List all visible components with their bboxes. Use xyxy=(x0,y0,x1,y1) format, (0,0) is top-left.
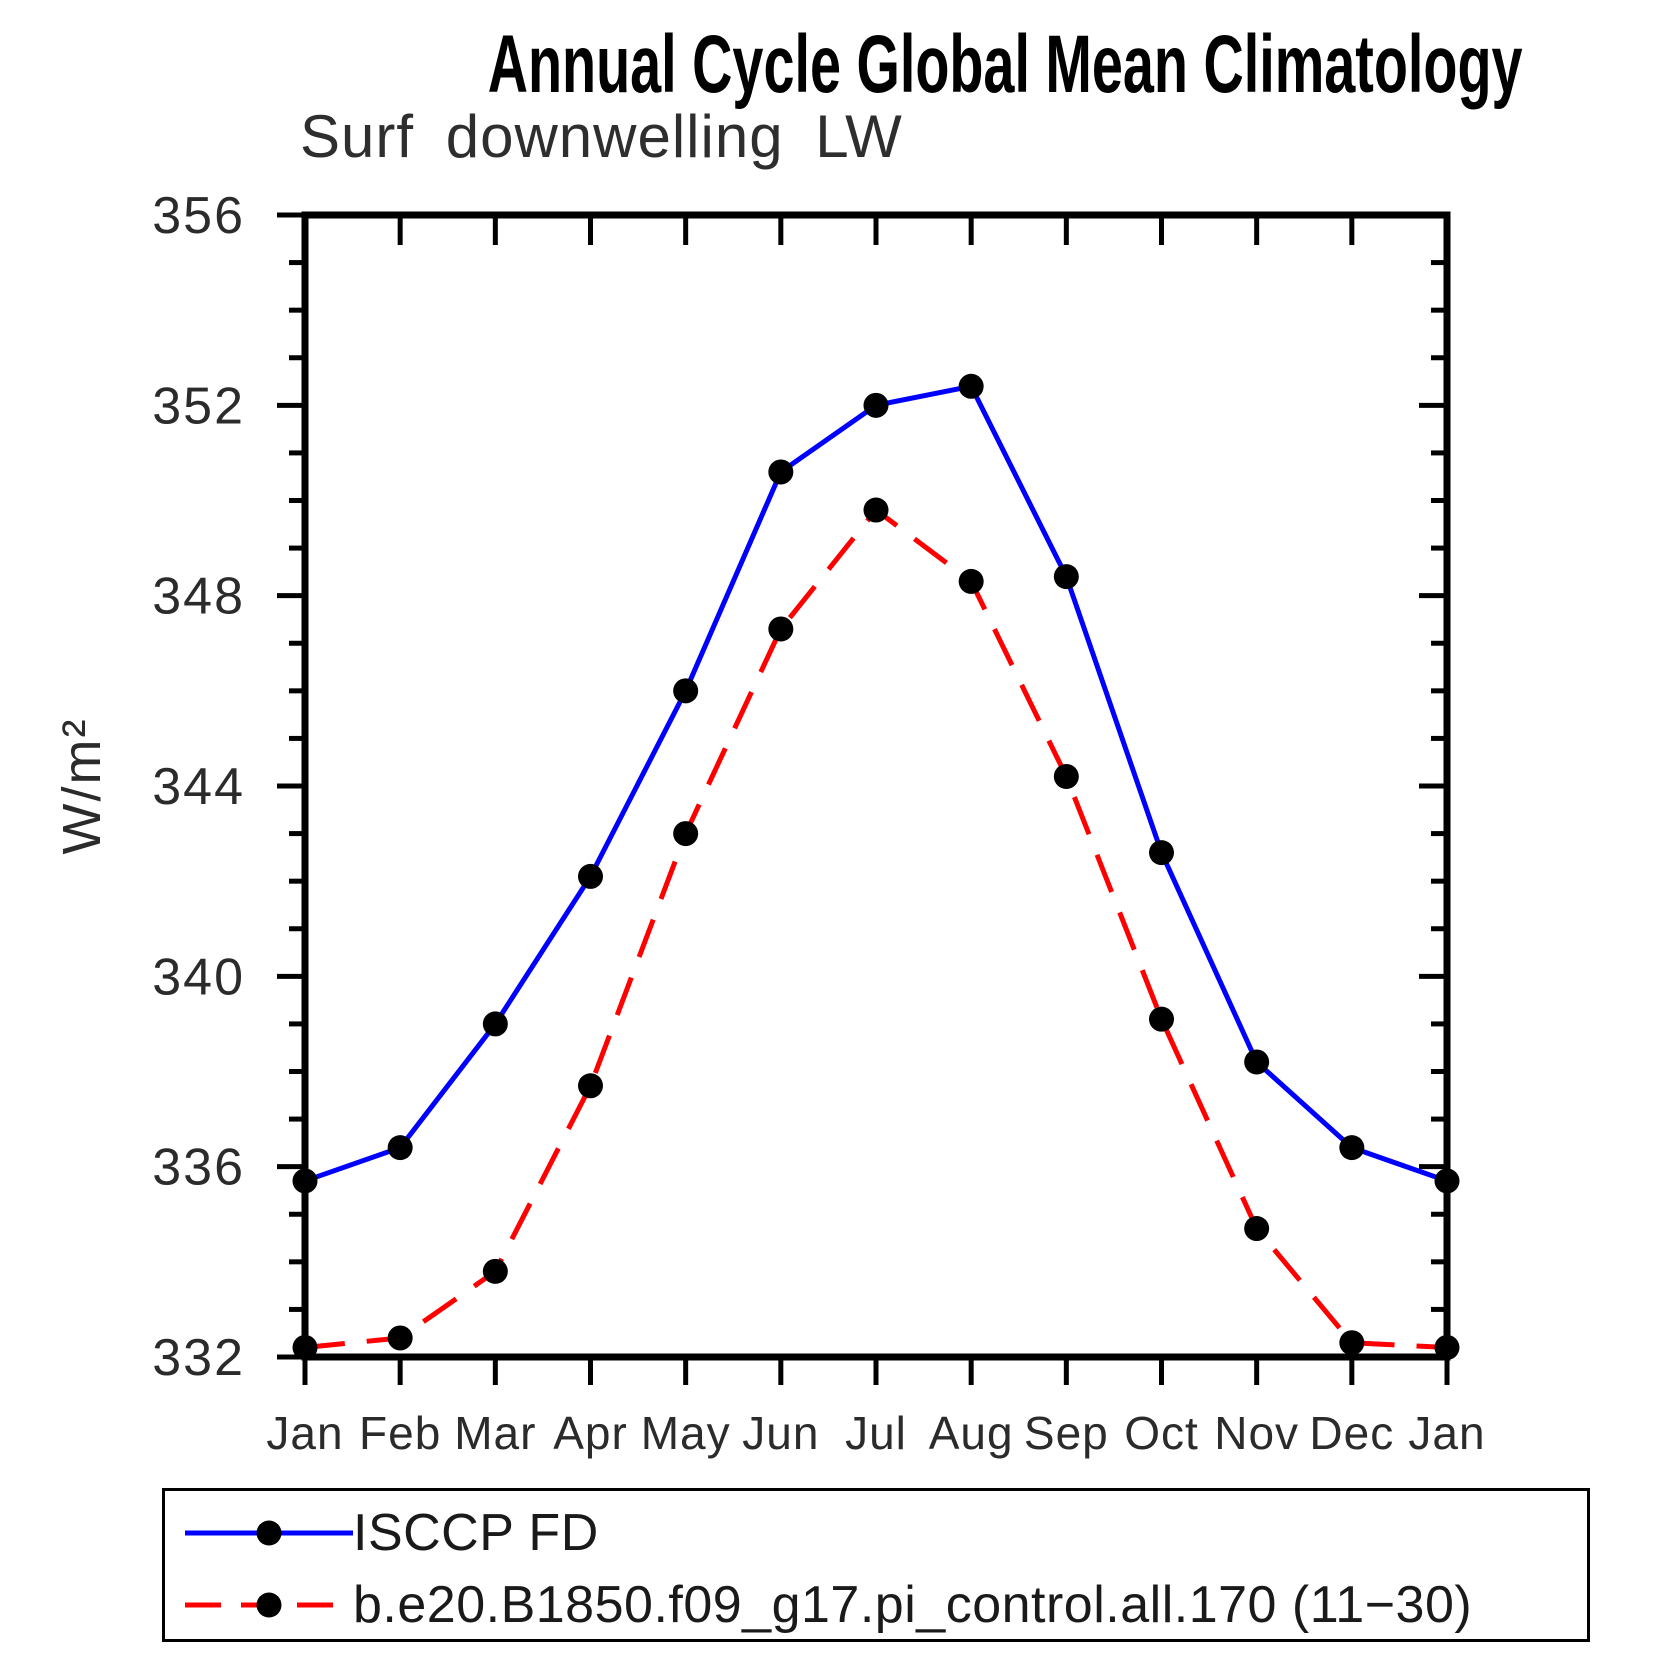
data-point-marker xyxy=(292,1334,318,1360)
x-tick-label: Jan xyxy=(266,1407,343,1459)
legend-swatch-svg xyxy=(185,1592,353,1618)
data-point-marker xyxy=(673,821,699,847)
data-point-marker xyxy=(1149,1006,1174,1032)
y-tick-label: 356 xyxy=(152,187,245,245)
data-point-marker xyxy=(958,373,984,399)
y-tick-label: 344 xyxy=(152,758,245,816)
data-point-marker xyxy=(863,497,889,523)
x-tick-label: Apr xyxy=(553,1407,628,1459)
plot-frame xyxy=(301,211,1451,1361)
data-point-marker xyxy=(1339,1135,1365,1161)
x-tick-label: Feb xyxy=(359,1407,441,1459)
x-tick-label: May xyxy=(641,1407,731,1459)
data-point-marker xyxy=(292,1168,318,1194)
data-series xyxy=(304,383,1448,1350)
data-point-marker xyxy=(1434,1168,1460,1194)
legend-swatch-svg xyxy=(185,1520,353,1546)
data-point-marker xyxy=(1149,840,1174,866)
y-tick-label: 332 xyxy=(152,1329,245,1387)
data-point-marker xyxy=(578,863,603,889)
legend-item-observation: ISCCP FD xyxy=(185,1507,599,1559)
axis-ticks xyxy=(277,212,1450,1385)
data-point-marker xyxy=(958,568,984,594)
data-point-markers xyxy=(292,373,1460,1360)
x-tick-label: Oct xyxy=(1124,1407,1199,1459)
data-point-marker xyxy=(863,392,889,418)
x-tick-label: Dec xyxy=(1309,1407,1394,1459)
x-tick-label: Aug xyxy=(929,1407,1014,1459)
data-point-marker xyxy=(482,1258,508,1284)
y-tick-label: 340 xyxy=(152,948,245,1006)
x-tick-label: Nov xyxy=(1214,1407,1299,1459)
y-tick-label: 348 xyxy=(152,568,245,626)
data-point-marker xyxy=(1434,1334,1460,1360)
data-point-marker xyxy=(387,1325,413,1351)
y-tick-label: 336 xyxy=(152,1139,245,1197)
data-point-marker xyxy=(387,1135,413,1161)
data-point-marker xyxy=(1339,1330,1365,1356)
data-point-marker xyxy=(673,678,699,704)
legend-marker xyxy=(256,1520,282,1546)
x-tick-label: Jul xyxy=(845,1407,907,1459)
x-tick-label: Jan xyxy=(1408,1407,1485,1459)
data-point-marker xyxy=(768,616,794,642)
data-point-marker xyxy=(1053,763,1079,789)
legend-label: ISCCP FD xyxy=(353,1504,599,1562)
plot-border xyxy=(301,211,1451,1361)
chart-subtitle: Surf downwelling LW xyxy=(300,103,903,170)
x-tick-label: Mar xyxy=(454,1407,536,1459)
legend-item-model: b.e20.B1850.f09_g17.pi_control.all.170 (… xyxy=(185,1579,1472,1631)
data-point-marker xyxy=(1244,1049,1270,1075)
data-point-marker xyxy=(768,459,794,485)
data-point-marker xyxy=(578,1073,603,1099)
axis-tick-labels: 332 336 340 344 348 352 356 Jan Feb Mar Apr May Jun J… xyxy=(152,187,1485,1459)
data-point-marker xyxy=(1053,564,1079,590)
data-point-marker xyxy=(482,1011,508,1037)
data-point-marker xyxy=(1244,1216,1270,1242)
legend-box: ISCCP FD b.e20.B1850.f09_g17.pi_control.… xyxy=(162,1488,1590,1642)
legend-label: b.e20.B1850.f09_g17.pi_control.all.170 (… xyxy=(353,1576,1473,1634)
legend-line-sample-solid xyxy=(185,1516,353,1550)
x-tick-label: Sep xyxy=(1024,1407,1109,1459)
legend-line-sample-dashed xyxy=(185,1588,353,1622)
y-axis-label: W/m² xyxy=(52,718,112,855)
series-line xyxy=(304,507,1448,1350)
y-tick-label: 352 xyxy=(152,377,245,435)
legend-marker xyxy=(256,1592,282,1618)
x-tick-label: Jun xyxy=(742,1407,819,1459)
